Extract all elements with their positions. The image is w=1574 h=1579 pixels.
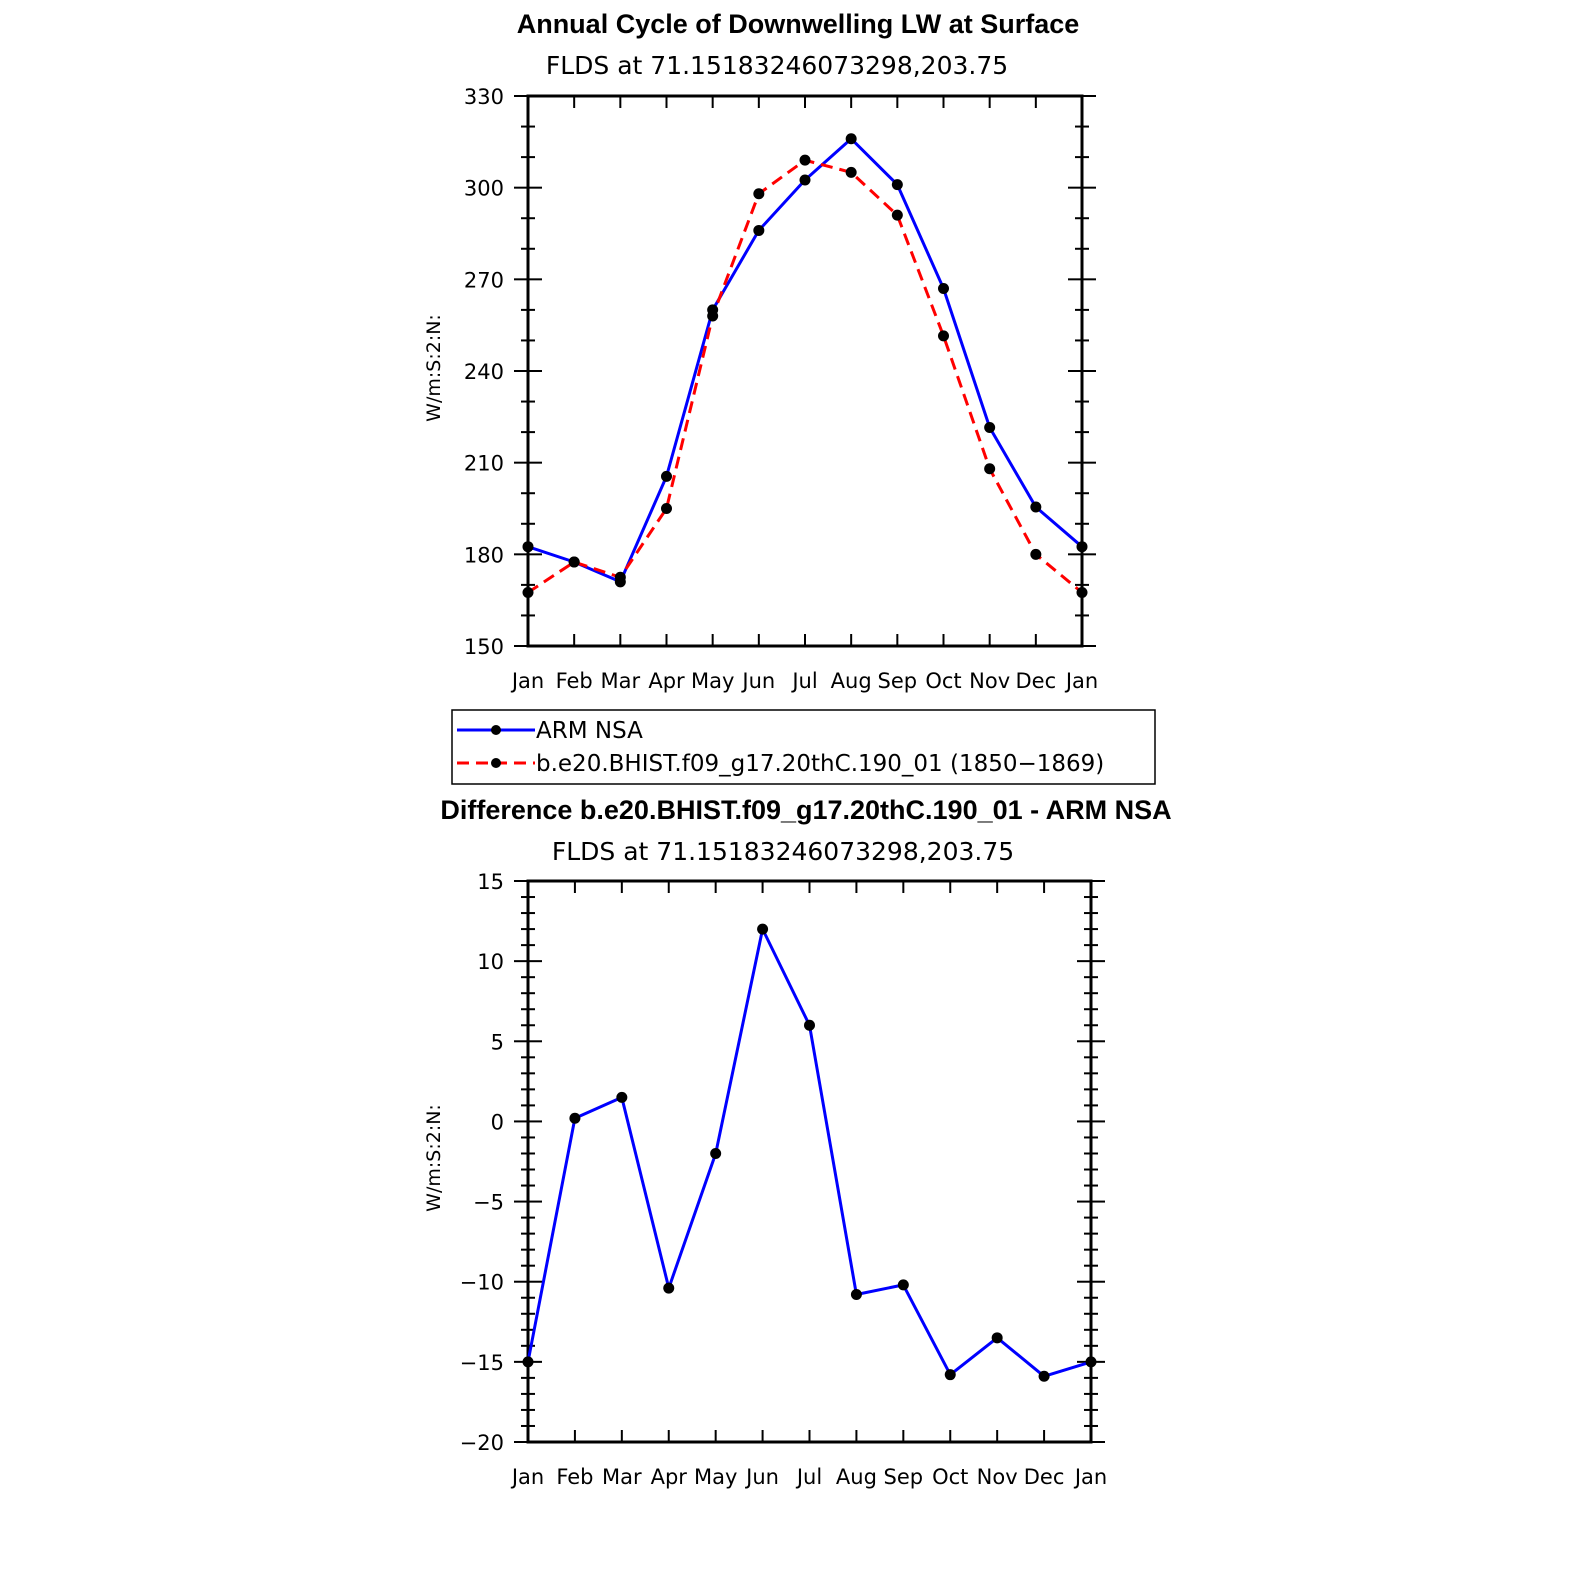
x-tick-label: Feb [556, 669, 593, 693]
data-point [614, 571, 626, 583]
data-point [522, 1356, 534, 1368]
data-point [1030, 548, 1042, 560]
x-tick-label: Mar [601, 669, 641, 693]
y-tick-label: 240 [464, 360, 504, 384]
data-point [616, 1091, 628, 1103]
x-tick-label: May [694, 1465, 737, 1489]
legend-box [451, 709, 1156, 785]
data-point [1030, 501, 1042, 513]
data-point [522, 587, 534, 599]
data-point [663, 1282, 675, 1294]
x-tick-label: Nov [969, 669, 1010, 693]
data-point [1076, 541, 1088, 553]
data-point [804, 1019, 815, 1031]
bottom-chart-ylabel: W/m:S:2:N: [423, 1104, 445, 1212]
data-point [661, 470, 672, 482]
y-tick-label: −5 [473, 1191, 504, 1215]
legend: ARM NSA b.e20.BHIST.f09_g17.20thC.190_01… [451, 709, 1156, 785]
x-tick-label: Jan [1064, 669, 1098, 693]
data-point [984, 463, 996, 475]
data-point [799, 154, 811, 166]
series-line-0 [526, 927, 1092, 1378]
y-tick-label: 330 [464, 85, 504, 109]
top-chart-title: Annual Cycle of Downwelling LW at Surfac… [517, 9, 1080, 39]
data-point [568, 556, 580, 568]
data-point [661, 503, 672, 514]
y-tick-label: 180 [464, 543, 504, 567]
data-point [757, 923, 769, 935]
x-tick-label: Sep [878, 669, 918, 693]
y-tick-label: −15 [460, 1351, 504, 1375]
data-point [897, 1279, 909, 1291]
x-tick-label: Jan [510, 669, 544, 693]
y-tick-label: 270 [464, 268, 504, 292]
legend-label-arm-nsa: ARM NSA [536, 718, 643, 744]
plot-frame [526, 879, 1093, 1444]
data-point [845, 133, 857, 145]
bottom-chart-title: Difference b.e20.BHIST.f09_g17.20thC.190… [440, 795, 1171, 825]
legend-label-model: b.e20.BHIST.f09_g17.20thC.190_01 (1850−1… [536, 751, 1104, 777]
data-point [753, 188, 765, 200]
data-point [944, 1369, 956, 1381]
series-line-0 [527, 137, 1083, 584]
data-point [891, 209, 903, 221]
legend-marker-arm-nsa [491, 725, 501, 735]
x-tick-label: Mar [602, 1465, 642, 1489]
y-tick-label: 0 [491, 1110, 504, 1134]
top-chart-ylabel: W/m:S:2:N: [423, 314, 445, 422]
x-tick-label: Jan [1073, 1465, 1107, 1489]
data-point [1076, 587, 1088, 599]
data-point [707, 310, 719, 322]
data-point [850, 1289, 862, 1301]
top-chart-subtitle: FLDS at 71.15183246073298,203.75 [546, 51, 1008, 80]
data-point [569, 1112, 581, 1124]
data-point [799, 174, 811, 186]
x-tick-label: Jan [510, 1465, 544, 1489]
x-tick-label: Jul [795, 1465, 822, 1489]
y-tick-label: 150 [464, 635, 504, 659]
x-tick-label: May [691, 669, 734, 693]
data-point [522, 541, 534, 553]
y-tick-label: 10 [477, 950, 504, 974]
bottom-chart-subtitle: FLDS at 71.15183246073298,203.75 [552, 837, 1014, 866]
bottom-plot: Jan Feb Mar Apr May Jun Jul Aug Sep Oct Nov Dec Jan−… [460, 870, 1108, 1489]
x-tick-label: Aug [836, 1465, 877, 1489]
y-tick-label: 15 [477, 870, 504, 894]
x-tick-label: Feb [556, 1465, 593, 1489]
x-tick-label: Jun [740, 669, 775, 693]
y-tick-label: −20 [460, 1431, 504, 1455]
x-tick-label: Apr [651, 1465, 688, 1489]
x-tick-label: Jul [790, 669, 817, 693]
x-tick-label: Jun [744, 1465, 779, 1489]
x-tick-label: Aug [831, 669, 872, 693]
x-tick-label: Sep [884, 1465, 924, 1489]
x-tick-label: Nov [977, 1465, 1018, 1489]
data-point [938, 330, 949, 342]
data-point [845, 166, 857, 178]
series-line-1 [527, 158, 1083, 594]
x-tick-label: Oct [932, 1465, 968, 1489]
x-tick-label: Dec [1016, 669, 1057, 693]
y-tick-label: 300 [464, 177, 504, 201]
x-tick-label: Oct [925, 669, 961, 693]
top-plot: Jan Feb Mar Apr May Jun Jul Aug Sep Oct Nov Dec Jan1… [464, 85, 1098, 693]
legend-marker-model [491, 758, 501, 768]
data-point [938, 283, 949, 294]
data-point [753, 224, 765, 236]
data-point [1085, 1356, 1097, 1368]
x-tick-label: Apr [648, 669, 685, 693]
y-tick-label: −10 [460, 1271, 504, 1295]
data-point [1038, 1370, 1050, 1382]
data-point [710, 1147, 722, 1159]
y-tick-label: 5 [491, 1030, 504, 1054]
data-point [891, 179, 903, 191]
data-point [984, 422, 996, 434]
x-tick-label: Dec [1024, 1465, 1065, 1489]
y-tick-label: 210 [464, 452, 504, 476]
data-point [991, 1332, 1003, 1344]
